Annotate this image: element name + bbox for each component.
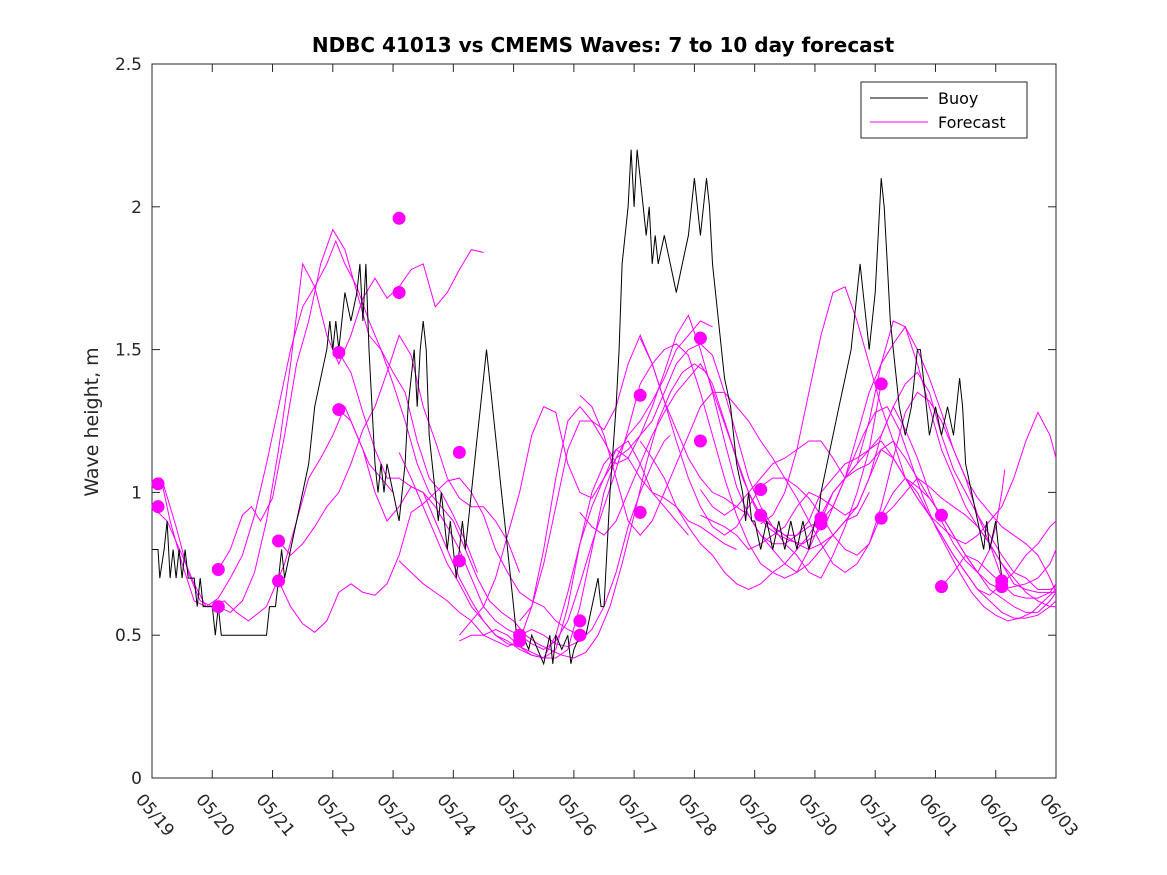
- forecast-marker: [332, 403, 346, 417]
- forecast-marker: [513, 634, 527, 648]
- buoy-series-line: [152, 149, 1003, 666]
- forecast-marker: [272, 534, 286, 548]
- forecast-marker: [392, 285, 406, 299]
- forecast-run-line: [278, 477, 581, 636]
- forecast-run-line: [398, 448, 737, 659]
- forecast-marker: [211, 600, 225, 614]
- forecast-run-line: [880, 477, 1056, 593]
- forecast-marker: [452, 445, 466, 459]
- forecast-marker: [693, 331, 707, 345]
- forecast-run-line: [459, 440, 689, 659]
- forecast-marker: [934, 580, 948, 594]
- y-tick-label: 2.5: [115, 55, 142, 75]
- forecast-marker: [332, 345, 346, 359]
- forecast-marker: [151, 477, 165, 491]
- axes-box: [151, 63, 1057, 779]
- plot-area: [151, 63, 1057, 779]
- forecast-run-line: [218, 249, 484, 614]
- forecast-marker: [211, 563, 225, 577]
- forecast-marker: [754, 508, 768, 522]
- y-axis-label: Wave height, m: [81, 347, 103, 496]
- forecast-marker: [392, 211, 406, 225]
- forecast-marker: [693, 434, 707, 448]
- forecast-marker: [874, 377, 888, 391]
- legend: Buoy Forecast: [860, 81, 1028, 139]
- forecast-marker: [272, 574, 286, 588]
- forecast-marker: [573, 628, 587, 642]
- forecast-run-line: [217, 228, 478, 573]
- legend-forecast-label: Forecast: [938, 113, 1006, 132]
- forecast-marker: [814, 517, 828, 531]
- forecast-marker: [754, 483, 768, 497]
- y-tick-label: 1: [131, 483, 142, 503]
- legend-box: [860, 81, 1028, 139]
- forecast-run-line: [459, 343, 882, 636]
- forecast-marker: [151, 500, 165, 514]
- forecast-marker: [633, 505, 647, 519]
- forecast-marker: [633, 388, 647, 402]
- y-tick-label: 1.5: [115, 341, 142, 361]
- chart-title: NDBC 41013 vs CMEMS Waves: 7 to 10 day f…: [312, 33, 895, 57]
- forecast-marker: [934, 508, 948, 522]
- y-tick-label: 2: [131, 198, 142, 218]
- forecast-marker: [452, 554, 466, 568]
- forecast-marker: [995, 580, 1009, 594]
- forecast-run-line: [639, 337, 1057, 613]
- forecast-run-line: [398, 334, 870, 648]
- forecast-marker: [573, 614, 587, 628]
- forecast-run-line: [760, 286, 1057, 545]
- legend-buoy-label: Buoy: [938, 89, 978, 108]
- forecast-marker: [874, 511, 888, 525]
- forecast-run-line: [338, 352, 671, 648]
- y-axis-ticks: 0 0.5 1 1.5 2 2.5: [115, 55, 1056, 789]
- forecast-series-line: [151, 239, 1057, 659]
- y-tick-label: 0: [131, 769, 142, 789]
- y-tick-label: 0.5: [115, 626, 142, 646]
